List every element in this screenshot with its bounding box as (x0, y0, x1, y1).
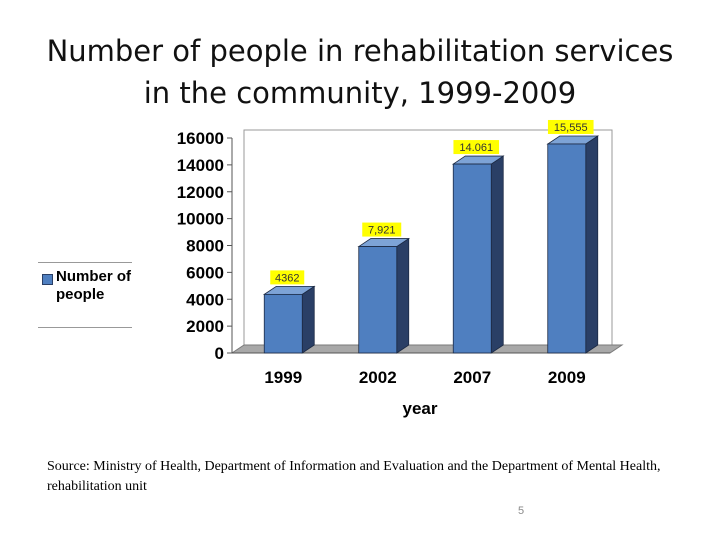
data-label: 15,555 (554, 122, 588, 134)
bars: 4362 7,921 14.061 15,555 (262, 119, 600, 354)
x-axis: 1999 2002 2007 2009 (264, 368, 585, 387)
y-tick-label: 0 (215, 344, 224, 363)
bar: 15,555 (546, 119, 600, 354)
bar-front (547, 143, 587, 354)
bar: 4362 (262, 270, 316, 354)
data-label: 7,921 (368, 225, 396, 237)
y-tick-label: 10000 (177, 210, 224, 229)
page-number: 5 (518, 505, 525, 517)
y-tick-label: 6000 (186, 263, 224, 282)
y-tick-label: 16000 (177, 129, 224, 148)
legend-swatch (42, 274, 53, 285)
legend-label: Number of people (56, 268, 131, 303)
y-tick-label: 8000 (186, 237, 224, 256)
x-tick-label: 2002 (359, 368, 397, 387)
data-label-bg (270, 270, 305, 285)
data-label: 14.061 (459, 142, 493, 154)
slide-title-line-2: in the community, 1999-2009 (143, 76, 577, 110)
y-tick-label: 14000 (177, 156, 224, 175)
slide-title: Number of people in rehabilitation servi… (0, 30, 720, 114)
x-axis-title: year (403, 399, 438, 418)
source-note: Source: Ministry of Health, Department o… (47, 459, 661, 494)
legend-border-bottom (38, 327, 132, 328)
legend-border-top (38, 262, 132, 263)
y-tick-label: 12000 (177, 183, 224, 202)
bar-front (452, 163, 492, 354)
data-label: 4362 (275, 272, 299, 284)
bar-side (301, 285, 315, 354)
x-tick-label: 2009 (548, 368, 586, 387)
bar-front (263, 293, 303, 354)
x-tick-label: 1999 (264, 368, 302, 387)
x-tick-label: 2007 (453, 368, 491, 387)
bar: 14.061 (451, 140, 505, 354)
data-label-bg (547, 119, 594, 134)
y-tick-label: 4000 (186, 290, 224, 309)
bar-side (396, 237, 410, 354)
bar-front (358, 246, 398, 354)
bar: 7,921 (357, 222, 411, 354)
data-label-bg (453, 140, 500, 155)
bar-side (490, 155, 504, 354)
slide-title-line-1: Number of people in rehabilitation servi… (46, 34, 674, 68)
y-tick-label: 2000 (186, 317, 224, 336)
y-axis: 0 2000 4000 6000 8000 10000 12000 14000 16000 (177, 129, 233, 363)
data-label-bg (362, 222, 402, 237)
bar-side (585, 135, 599, 354)
